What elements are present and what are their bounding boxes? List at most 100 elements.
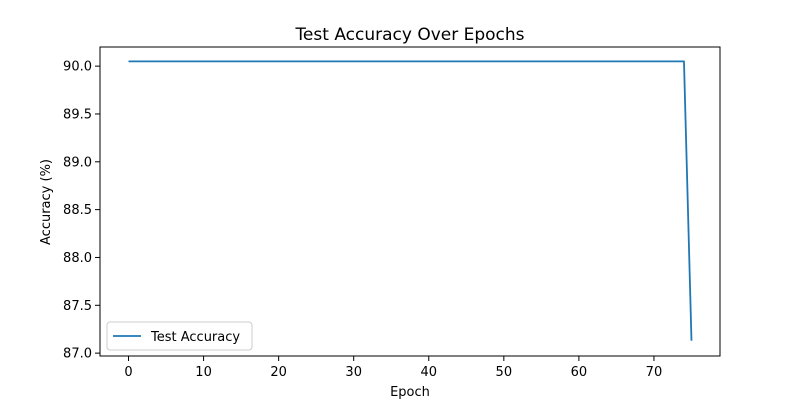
- legend-box: [106, 321, 253, 351]
- data-point: [607, 60, 610, 63]
- data-point: [330, 60, 333, 63]
- y-tick-label: 88.0: [63, 251, 92, 266]
- data-point: [652, 60, 655, 63]
- data-point: [510, 60, 513, 63]
- data-point: [277, 60, 280, 63]
- data-point: [195, 60, 198, 63]
- x-axis-label: Epoch: [390, 385, 430, 400]
- legend-label: Test Accuracy: [150, 330, 240, 345]
- data-point: [165, 60, 168, 63]
- data-point: [517, 60, 520, 63]
- x-tick-label: 20: [270, 365, 287, 380]
- y-tick-label: 89.5: [63, 107, 92, 122]
- data-point: [465, 60, 468, 63]
- data-point: [382, 60, 385, 63]
- x-tick-label: 30: [345, 365, 362, 380]
- x-tick-label: 40: [420, 365, 437, 380]
- data-point: [667, 60, 670, 63]
- data-point: [270, 60, 273, 63]
- data-point: [187, 60, 190, 63]
- data-point: [345, 60, 348, 63]
- data-point: [660, 60, 663, 63]
- data-point: [232, 60, 235, 63]
- data-point: [450, 60, 453, 63]
- data-point: [682, 60, 685, 63]
- data-point: [150, 60, 153, 63]
- data-point: [525, 60, 528, 63]
- data-point: [300, 60, 303, 63]
- data-point: [360, 60, 363, 63]
- data-point: [397, 60, 400, 63]
- data-point: [240, 60, 243, 63]
- data-point: [487, 60, 490, 63]
- data-point: [390, 60, 393, 63]
- y-tick-label: 89.0: [63, 155, 92, 170]
- data-point: [352, 60, 355, 63]
- data-point: [172, 60, 175, 63]
- x-tick-label: 10: [195, 365, 212, 380]
- data-point: [307, 60, 310, 63]
- data-point: [480, 60, 483, 63]
- y-tick-label: 87.5: [63, 299, 92, 314]
- data-point: [562, 60, 565, 63]
- y-tick-label: 87.0: [63, 347, 92, 362]
- data-point: [285, 60, 288, 63]
- data-point: [157, 60, 160, 63]
- data-point: [225, 60, 228, 63]
- legend: Test Accuracy: [106, 321, 253, 351]
- data-point: [337, 60, 340, 63]
- data-point: [600, 60, 603, 63]
- data-point: [135, 60, 138, 63]
- data-point: [592, 60, 595, 63]
- plot-frame: [99, 46, 721, 357]
- plot-area: 0 10 20 30 40 50 60 70 87.0 87.5 88.0 88.5 89.0 89.5 9…: [63, 46, 721, 380]
- data-point: [247, 60, 250, 63]
- data-point: [532, 60, 535, 63]
- data-point: [180, 60, 183, 63]
- data-point: [412, 60, 415, 63]
- data-point: [217, 60, 220, 63]
- data-point: [255, 60, 258, 63]
- data-point: [675, 60, 678, 63]
- data-point: [547, 60, 550, 63]
- data-point: [555, 60, 558, 63]
- chart-title: Test Accuracy Over Epochs: [294, 25, 524, 45]
- data-point: [442, 60, 445, 63]
- data-point: [435, 60, 438, 63]
- data-point: [502, 60, 505, 63]
- data-point: [292, 60, 295, 63]
- data-point: [367, 60, 370, 63]
- data-point: [210, 60, 213, 63]
- data-point: [375, 60, 378, 63]
- series-line-0: [128, 60, 693, 341]
- data-point: [645, 60, 648, 63]
- x-tick-label: 70: [646, 365, 663, 380]
- data-point: [457, 60, 460, 63]
- y-tick-label: 88.5: [63, 203, 92, 218]
- data-point: [202, 60, 205, 63]
- data-point: [142, 60, 145, 63]
- data-point: [690, 339, 693, 342]
- data-point: [127, 60, 130, 63]
- data-point: [622, 60, 625, 63]
- data-point: [577, 60, 580, 63]
- data-point: [472, 60, 475, 63]
- x-tick-label: 60: [571, 365, 588, 380]
- data-point: [420, 60, 423, 63]
- data-point: [540, 60, 543, 63]
- data-point: [630, 60, 633, 63]
- data-point: [405, 60, 408, 63]
- x-tick-label: 0: [124, 365, 132, 380]
- data-point: [495, 60, 498, 63]
- data-point: [322, 60, 325, 63]
- y-axis-label: Accuracy (%): [39, 159, 54, 245]
- x-tick-label: 50: [496, 365, 513, 380]
- y-tick-label: 90.0: [63, 60, 92, 75]
- data-point: [427, 60, 430, 63]
- data-point: [262, 60, 265, 63]
- data-point: [570, 60, 573, 63]
- data-point: [637, 60, 640, 63]
- data-point: [615, 60, 618, 63]
- data-point: [585, 60, 588, 63]
